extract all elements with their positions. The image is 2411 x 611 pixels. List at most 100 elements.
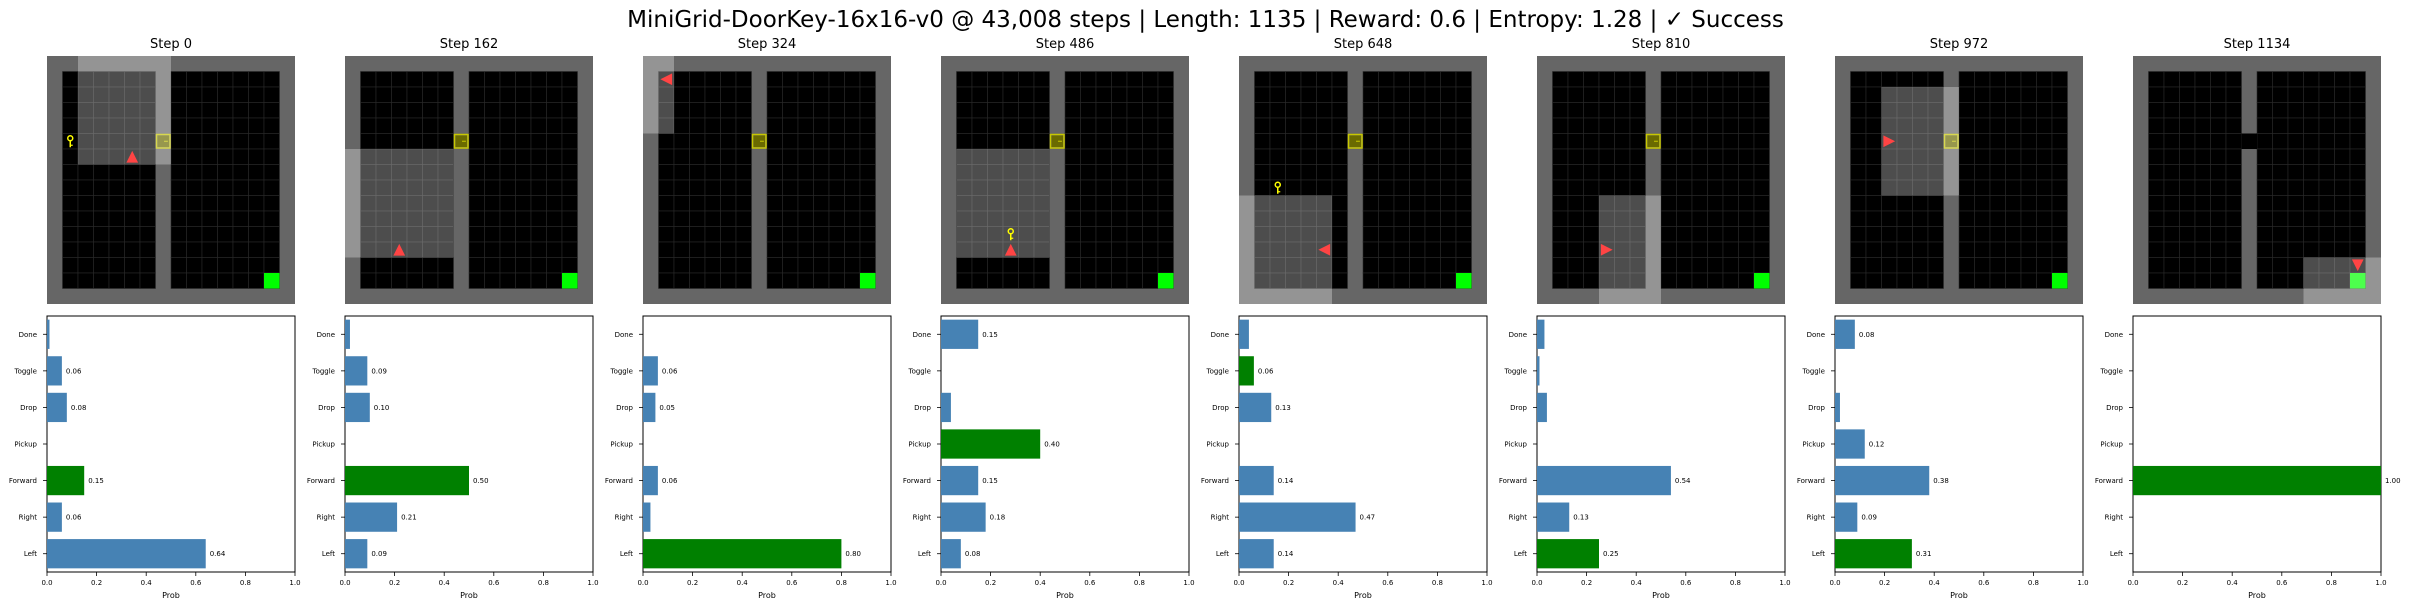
- floor-cell: [971, 257, 988, 274]
- door-open: [2241, 133, 2257, 149]
- floor-cell: [391, 71, 408, 88]
- floor-cell: [1378, 226, 1395, 243]
- floor-cell: [797, 71, 814, 88]
- floor-cell: [1378, 148, 1395, 165]
- y-tick-label: Left: [2110, 550, 2123, 558]
- floor-cell: [987, 272, 1004, 289]
- floor-cell: [2179, 272, 2196, 289]
- floor-cell: [360, 133, 377, 150]
- floor-cell: [828, 86, 845, 103]
- floor-cell: [1753, 164, 1770, 181]
- floor-cell: [2349, 226, 2366, 243]
- floor-cell: [1974, 257, 1991, 274]
- floor-cell: [1254, 164, 1271, 181]
- floor-cell: [62, 257, 79, 274]
- floor-cell: [782, 179, 799, 196]
- floor-cell: [422, 257, 439, 274]
- floor-cell: [232, 257, 249, 274]
- floor-cell: [673, 148, 690, 165]
- floor-cell: [2334, 241, 2351, 258]
- floor-cell: [2163, 257, 2180, 274]
- floor-cell: [217, 210, 234, 227]
- floor-cell: [1254, 86, 1271, 103]
- y-tick-label: Pickup: [312, 441, 335, 449]
- floor-cell: [422, 86, 439, 103]
- floor-cell: [1927, 226, 1944, 243]
- floor-cell: [1409, 241, 1426, 258]
- floor-cell: [139, 241, 156, 258]
- floor-cell: [1583, 133, 1600, 150]
- floor-cell: [2349, 241, 2366, 258]
- floor-cell: [1254, 179, 1271, 196]
- floor-cell: [1912, 71, 1929, 88]
- floor-cell: [813, 226, 830, 243]
- floor-cell: [1002, 272, 1019, 289]
- floor-cell: [844, 148, 861, 165]
- floor-cell: [1865, 117, 1882, 134]
- floor-cell: [813, 117, 830, 134]
- floor-cell: [689, 257, 706, 274]
- agent-view-highlight: [2303, 257, 2381, 304]
- x-tick-label: 0.4: [1929, 579, 1941, 587]
- floor-cell: [263, 148, 280, 165]
- floor-cell: [1753, 71, 1770, 88]
- floor-cell: [530, 164, 547, 181]
- floor-cell: [2036, 272, 2053, 289]
- floor-cell: [1567, 133, 1584, 150]
- x-tick-label: 0.0: [1531, 579, 1542, 587]
- goal-square-icon: [2350, 273, 2366, 289]
- floor-cell: [673, 86, 690, 103]
- floor-cell: [987, 133, 1004, 150]
- x-tick-label: 0.4: [1631, 579, 1643, 587]
- floor-cell: [1660, 133, 1677, 150]
- floor-cell: [1629, 133, 1646, 150]
- floor-cell: [859, 164, 876, 181]
- floor-cell: [1552, 133, 1569, 150]
- floor-cell: [1455, 117, 1472, 134]
- floor-cell: [1722, 117, 1739, 134]
- floor-cell: [813, 195, 830, 212]
- floor-cell: [2287, 164, 2304, 181]
- floor-cell: [1738, 257, 1755, 274]
- floor-cell: [248, 117, 265, 134]
- floor-cell: [263, 241, 280, 258]
- floor-cell: [1095, 210, 1112, 227]
- floor-cell: [1974, 272, 1991, 289]
- floor-cell: [1552, 272, 1569, 289]
- floor-cell: [1676, 272, 1693, 289]
- floor-cell: [248, 272, 265, 289]
- bar-value-label: 0.06: [662, 477, 678, 485]
- step-panel: Step 810 Left 0.25 Right 0.13 Forward 0.54 Pick…: [1499, 0, 1791, 611]
- floor-cell: [689, 226, 706, 243]
- floor-cell: [1614, 117, 1631, 134]
- floor-cell: [546, 226, 563, 243]
- floor-cell: [437, 71, 454, 88]
- floor-cell: [2210, 117, 2227, 134]
- floor-cell: [561, 226, 578, 243]
- y-tick-label: Right: [2105, 514, 2124, 522]
- bar-right: [643, 502, 651, 532]
- floor-cell: [2148, 226, 2165, 243]
- floor-cell: [2256, 195, 2273, 212]
- step-title: Step 972: [1929, 37, 1989, 52]
- floor-cell: [2036, 241, 2053, 258]
- floor-cell: [1300, 164, 1317, 181]
- floor-cell: [437, 257, 454, 274]
- floor-cell: [1455, 71, 1472, 88]
- floor-cell: [1285, 133, 1302, 150]
- floor-cell: [1722, 195, 1739, 212]
- floor-cell: [813, 257, 830, 274]
- door-icon: [751, 133, 767, 149]
- floor-cell: [2349, 133, 2366, 150]
- floor-cell: [1753, 86, 1770, 103]
- floor-cell: [2318, 241, 2335, 258]
- floor-cell: [1142, 272, 1159, 289]
- floor-cell: [1142, 257, 1159, 274]
- bar-forward: [941, 465, 979, 496]
- floor-cell: [1865, 71, 1882, 88]
- floor-cell: [546, 272, 563, 289]
- floor-cell: [1989, 148, 2006, 165]
- floor-cell: [248, 226, 265, 243]
- floor-cell: [1707, 210, 1724, 227]
